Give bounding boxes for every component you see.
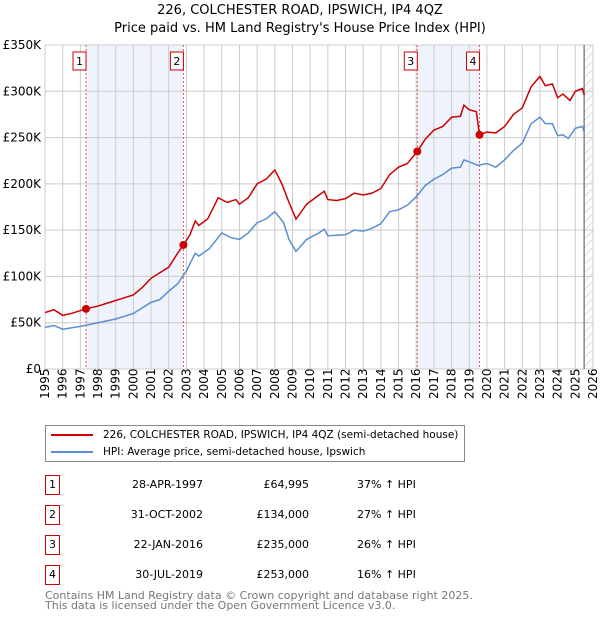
- x-tick-label: 2004: [197, 368, 211, 399]
- x-tick-label: 2020: [480, 368, 494, 399]
- sale-label: 2: [173, 55, 180, 68]
- legend-label: HPI: Average price, semi-detached house,…: [103, 446, 366, 458]
- sale-number: 4: [45, 565, 60, 585]
- sale-date: 30-JUL-2019: [135, 568, 203, 581]
- sale-date: 28-APR-1997: [131, 478, 203, 491]
- y-tick-label: £250K: [3, 131, 43, 145]
- y-tick-label: £350K: [3, 38, 43, 52]
- x-tick-label: 2014: [374, 368, 388, 399]
- legend-item-hpi: HPI: Average price, semi-detached house,…: [51, 446, 365, 458]
- sale-price: £235,000: [256, 538, 310, 551]
- sale-point: [82, 304, 91, 313]
- sale-row: 3 22-JAN-2016 £235,000 26% ↑ HPI: [45, 535, 465, 555]
- y-tick-label: £50K: [10, 316, 42, 330]
- x-tick-label: 2000: [126, 368, 140, 399]
- chart-subtitle: Price paid vs. HM Land Registry's House …: [114, 21, 486, 36]
- sale-number: 2: [45, 505, 60, 525]
- x-tick-label: 2017: [427, 368, 441, 399]
- sale-point: [475, 130, 484, 139]
- sale-row: 2 31-OCT-2002 £134,000 27% ↑ HPI: [45, 505, 465, 525]
- footer-line-2: This data is licensed under the Open Gov…: [45, 599, 396, 612]
- sale-price: £253,000: [256, 568, 310, 581]
- sale-hpi-diff: 27% ↑ HPI: [357, 508, 416, 521]
- x-tick-label: 2021: [498, 368, 512, 399]
- footer: Contains HM Land Registry data © Crown c…: [45, 589, 473, 612]
- sale-label-box: [169, 51, 184, 71]
- x-tick-label: 1996: [56, 368, 70, 399]
- x-tick-label: 2024: [551, 368, 565, 399]
- series-line-property: [44, 75, 585, 317]
- sale-number: 3: [45, 535, 60, 555]
- legend-item-property: 226, COLCHESTER ROAD, IPSWICH, IP4 4QZ (…: [51, 429, 458, 441]
- x-tick-label: 1998: [91, 368, 105, 399]
- x-tick-label: 2007: [250, 368, 264, 399]
- sale-label-box: [466, 51, 481, 71]
- x-tick-label: 2006: [232, 368, 246, 399]
- sale-label: 3: [407, 55, 414, 68]
- sale-hpi-diff: 37% ↑ HPI: [357, 478, 416, 491]
- series-line-hpi: [44, 116, 585, 330]
- forecast-hatch: [584, 45, 593, 369]
- x-tick-label: 2016: [409, 368, 423, 399]
- x-tick-label: 2013: [356, 368, 370, 399]
- sale-date: 31-OCT-2002: [130, 508, 203, 521]
- x-tick-label: 2023: [533, 368, 547, 399]
- sale-point: [179, 240, 188, 249]
- x-tick-label: 2022: [515, 368, 529, 399]
- sale-hpi-diff: 16% ↑ HPI: [357, 568, 416, 581]
- x-tick-label: 2010: [303, 368, 317, 399]
- sale-label: 4: [470, 55, 477, 68]
- legend-swatch-blue: [51, 451, 93, 453]
- x-tick-label: 2018: [445, 368, 459, 399]
- x-tick-label: 2025: [568, 368, 582, 399]
- x-tick-label: 2009: [285, 368, 299, 399]
- sale-hpi-diff: 26% ↑ HPI: [357, 538, 416, 551]
- sale-label-box: [403, 51, 418, 71]
- x-tick-label: 2003: [179, 368, 193, 399]
- x-tick-label: 2026: [586, 368, 600, 399]
- sale-price: £134,000: [256, 508, 310, 521]
- x-tick-label: 1997: [73, 368, 87, 399]
- y-tick-label: £100K: [3, 269, 43, 283]
- sale-row: 1 28-APR-1997 £64,995 37% ↑ HPI: [45, 475, 465, 495]
- y-tick-label: £150K: [3, 223, 43, 237]
- x-tick-label: 2008: [268, 368, 282, 399]
- footer-line-1: Contains HM Land Registry data © Crown c…: [45, 589, 473, 602]
- sale-row: 4 30-JUL-2019 £253,000 16% ↑ HPI: [45, 565, 465, 585]
- x-tick-label: 2002: [162, 368, 176, 399]
- shaded-period-1-2: [86, 45, 184, 369]
- sale-date: 22-JAN-2016: [133, 538, 203, 551]
- shaded-period-3-4: [417, 45, 480, 369]
- legend: 226, COLCHESTER ROAD, IPSWICH, IP4 4QZ (…: [45, 425, 465, 462]
- y-tick-label: £0: [26, 362, 41, 376]
- y-tick-label: £300K: [3, 84, 43, 98]
- sale-label-box: [72, 51, 87, 71]
- x-tick-label: 2012: [339, 368, 353, 399]
- x-tick-label: 2005: [215, 368, 229, 399]
- sale-point: [413, 147, 422, 156]
- x-tick-label: 2001: [144, 368, 158, 399]
- sale-label: 1: [76, 55, 83, 68]
- x-tick-label: 2015: [392, 368, 406, 399]
- legend-swatch-red: [51, 434, 93, 436]
- price-chart: 1995 1996 1997 1998 1999 2000 2001 2002 2003 2004…: [3, 38, 600, 399]
- sale-number: 1: [45, 475, 60, 495]
- y-tick-label: £200K: [3, 177, 43, 191]
- x-tick-label: 1995: [38, 368, 52, 399]
- x-tick-label: 2019: [462, 368, 476, 399]
- x-tick-label: 1999: [109, 368, 123, 399]
- legend-label: 226, COLCHESTER ROAD, IPSWICH, IP4 4QZ (…: [103, 429, 459, 441]
- chart-title: 226, COLCHESTER ROAD, IPSWICH, IP4 4QZ: [157, 3, 443, 18]
- sale-price: £64,995: [263, 478, 310, 491]
- x-tick-label: 2011: [321, 368, 335, 399]
